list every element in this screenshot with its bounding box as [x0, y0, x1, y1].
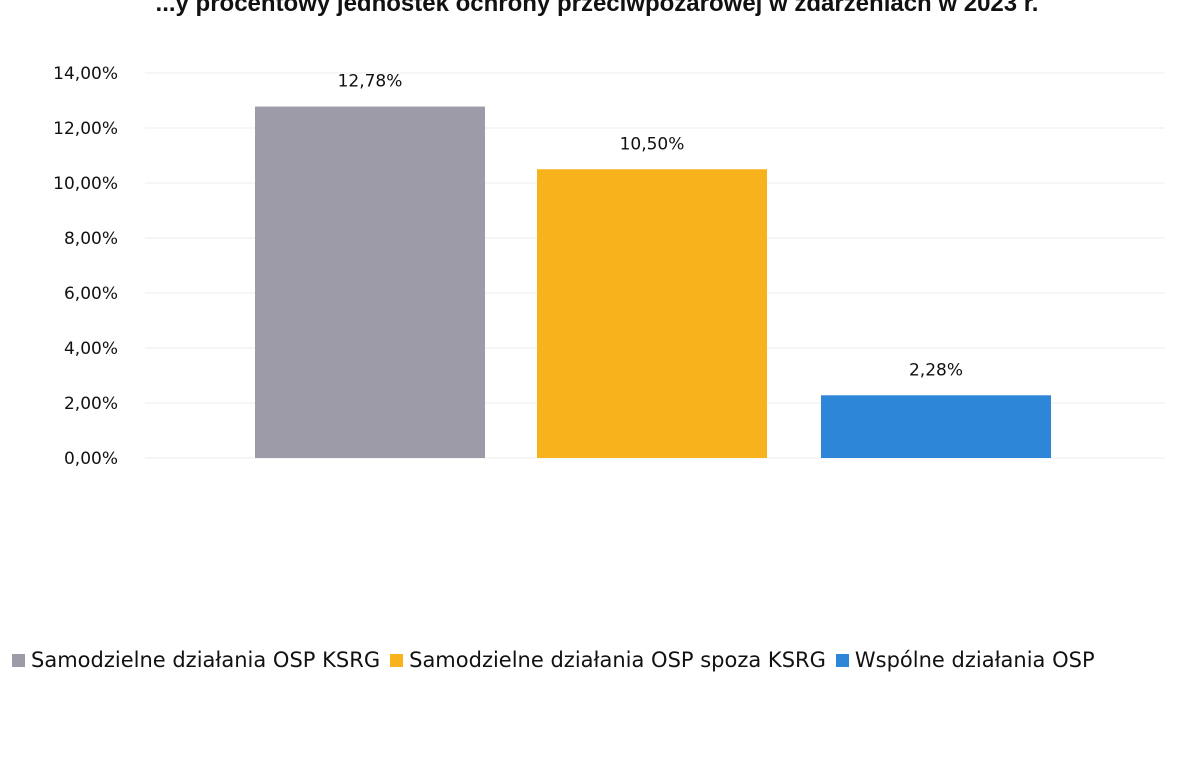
legend-label-spoza-ksrg: Samodzielne działania OSP spoza KSRG — [409, 648, 826, 672]
legend-label-ksrg: Samodzielne działania OSP KSRG — [31, 648, 381, 672]
y-tick-label: 10,00% — [53, 174, 118, 194]
legend-item-wspolne: Wspólne działania OSP — [835, 648, 1095, 672]
bar — [821, 395, 1051, 458]
y-tick-label: 0,00% — [64, 449, 118, 469]
data-label: 10,50% — [620, 134, 685, 154]
legend-swatch-grey — [12, 653, 25, 667]
chart-plot: 0,00% 2,00% 4,00% 6,00% 8,00% 10,00% 12,00% 14,… — [53, 64, 1165, 469]
legend-swatch-orange — [390, 653, 404, 667]
chart-title: ...y procentowy jednostek ochrony przeci… — [155, 0, 1039, 17]
data-label: 2,28% — [909, 360, 963, 380]
bar — [537, 169, 767, 458]
legend-swatch-blue — [835, 653, 849, 667]
bar — [255, 106, 485, 459]
y-tick-label: 6,00% — [64, 284, 118, 304]
y-tick-label: 2,00% — [64, 394, 118, 414]
y-tick-label: 8,00% — [64, 229, 118, 249]
legend: Samodzielne działania OSP KSRG Samodziel… — [12, 648, 1192, 672]
y-tick-label: 12,00% — [53, 119, 118, 139]
y-tick-label: 4,00% — [64, 339, 118, 359]
legend-label-wspolne: Wspólne działania OSP — [854, 648, 1095, 672]
data-label: 12,78% — [338, 72, 403, 92]
legend-item-spoza-ksrg: Samodzielne działania OSP spoza KSRG — [390, 648, 826, 672]
y-tick-label: 14,00% — [53, 64, 118, 84]
legend-item-ksrg: Samodzielne działania OSP KSRG — [12, 648, 380, 672]
